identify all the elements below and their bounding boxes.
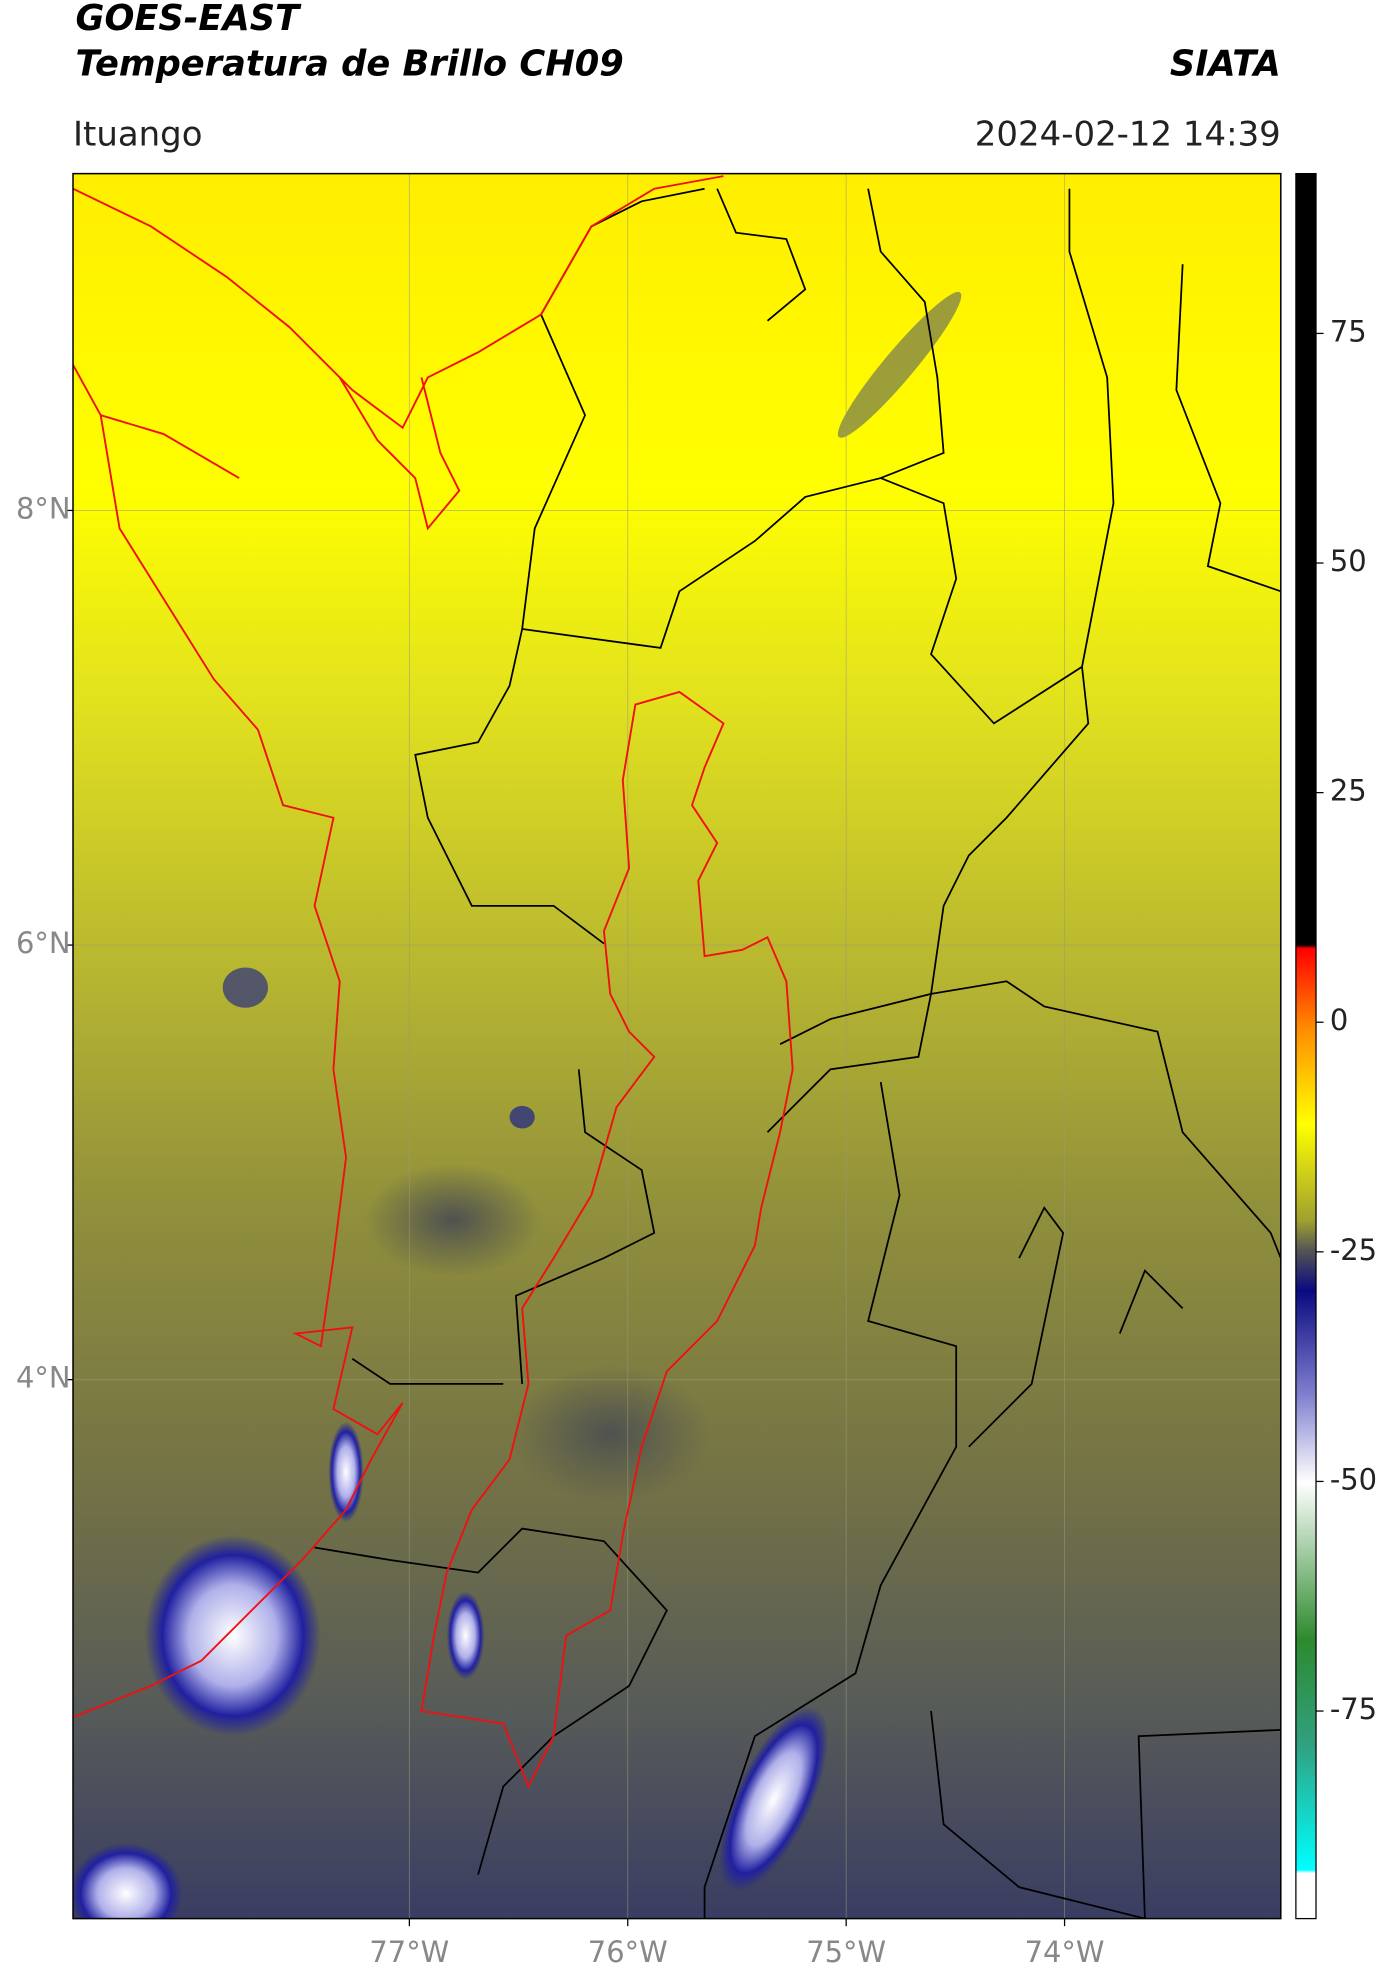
x-tick-label: 74°W	[1025, 1935, 1105, 1969]
colorbar-tick-label: 0	[1330, 1003, 1348, 1037]
colorbar-tick-label: 75	[1330, 314, 1367, 348]
colorbar-tick-label: -75	[1330, 1692, 1377, 1726]
colorbar	[1295, 172, 1317, 1920]
field-patch	[364, 1163, 542, 1277]
cloud	[222, 967, 269, 1008]
map-frame	[72, 172, 1282, 1920]
cloud	[719, 1706, 829, 1892]
field-patch	[509, 1365, 711, 1504]
region: Ituango	[73, 114, 203, 154]
cloud	[73, 1843, 183, 1919]
x-tick-label: 75°W	[806, 1935, 886, 1969]
cloud	[446, 1591, 485, 1680]
cloud	[837, 291, 962, 438]
cloud	[509, 1105, 535, 1129]
cloud	[144, 1534, 321, 1737]
colorbar-tick-label: 25	[1330, 774, 1367, 808]
cloud	[328, 1421, 364, 1523]
satellite: GOES-EAST	[76, 0, 303, 39]
y-tick-label: 8°N	[16, 491, 71, 525]
map	[73, 173, 1281, 1919]
x-tick-label: 77°W	[369, 1935, 449, 1969]
datetime: 2024-02-12 14:39	[975, 114, 1281, 154]
colorbar-tick-label: -50	[1330, 1462, 1377, 1496]
x-tick-label: 76°W	[588, 1935, 668, 1969]
y-tick-label: 6°N	[16, 926, 71, 960]
organization: SIATA	[1170, 43, 1281, 84]
product: Temperatura de Brillo CH09	[76, 43, 624, 84]
y-tick-label: 4°N	[16, 1361, 71, 1395]
colorbar-tick-label: -25	[1330, 1233, 1377, 1267]
colorbar-tick-label: 50	[1330, 544, 1367, 578]
